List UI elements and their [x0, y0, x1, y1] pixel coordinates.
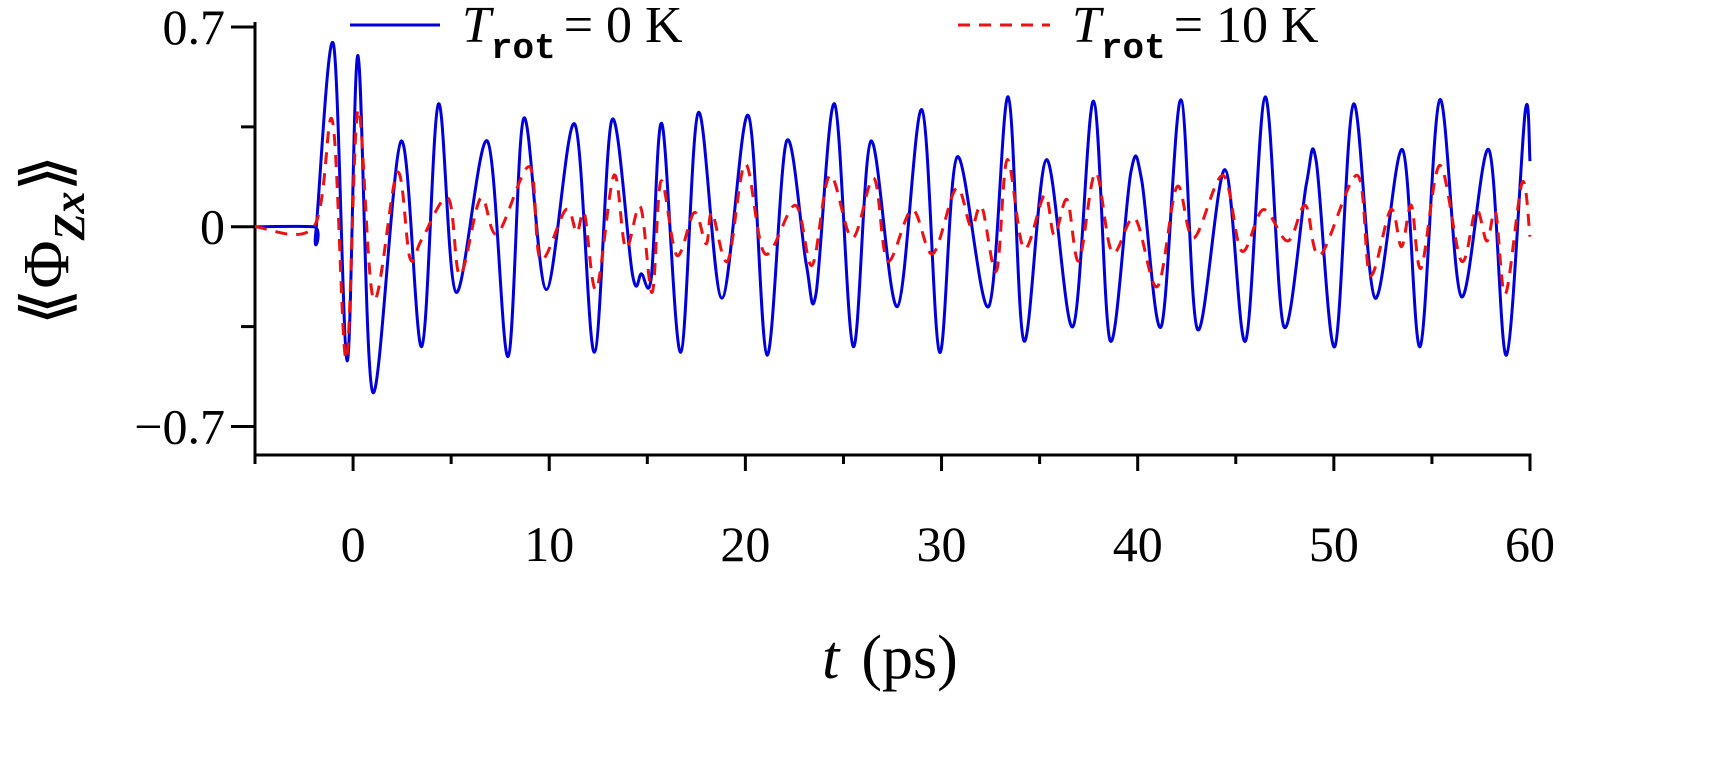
y-tick-label: −0.7 [134, 398, 225, 454]
x-tick-label: 30 [917, 516, 967, 572]
legend-subscript: rot [1101, 28, 1166, 69]
legend-symbol: T [1072, 0, 1104, 54]
x-tick-label: 50 [1309, 516, 1359, 572]
series-line [254, 40, 1532, 394]
legend-subscript: rot [491, 28, 556, 69]
x-tick-label: 20 [720, 516, 770, 572]
legend-label: Trot = 0 K [462, 0, 683, 69]
y-label-close: ⟫ [10, 155, 83, 192]
series-line [254, 108, 1532, 361]
x-tick-label: 0 [341, 516, 366, 572]
legend-text: = 10 K [1174, 0, 1319, 54]
y-tick-label: 0 [200, 199, 225, 255]
x-label-symbol: t [822, 624, 841, 692]
legend-label: Trot = 10 K [1072, 0, 1319, 69]
x-axis-label: t (ps) [822, 624, 958, 692]
y-tick-label: 0.7 [163, 0, 226, 55]
x-tick-label: 60 [1505, 516, 1555, 572]
legend-text: = 0 K [564, 0, 683, 54]
y-label-main: ⟪Φ [10, 240, 83, 325]
x-label-unit: (ps) [861, 624, 957, 692]
x-tick-label: 10 [524, 516, 574, 572]
legend-symbol: T [462, 0, 494, 54]
y-axis-label: ⟪ΦZx⟫ [10, 155, 94, 326]
y-label-subscript: Zx [45, 191, 94, 241]
x-tick-label: 40 [1113, 516, 1163, 572]
